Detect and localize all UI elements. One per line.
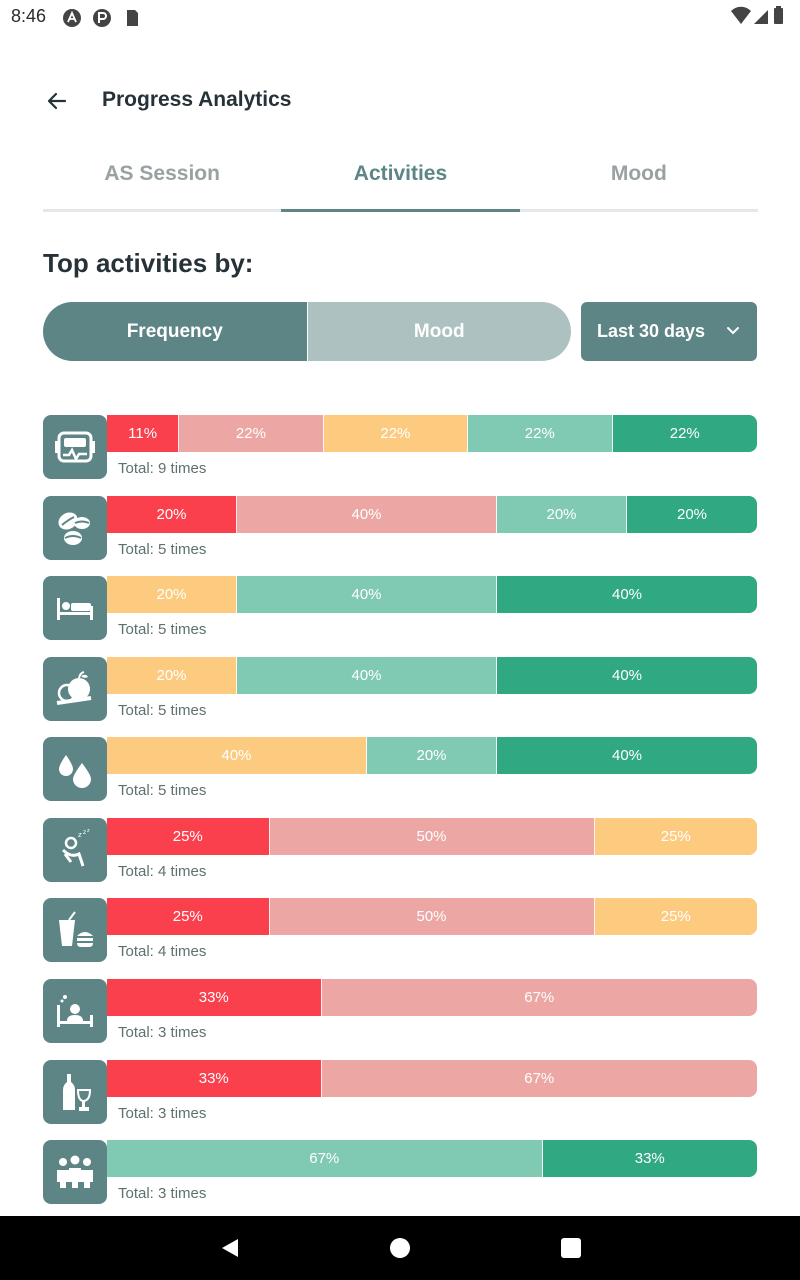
mood-segment-awful: 33% [107, 979, 322, 1016]
activity-total: Total: 3 times [118, 1024, 207, 1041]
fitness-tracker-icon [43, 415, 107, 479]
activity-total: Total: 5 times [118, 782, 207, 799]
status-bar: 8:46 [0, 0, 800, 34]
mood-segment-meh: 25% [594, 898, 757, 935]
mood-segment-meh: 20% [107, 657, 237, 694]
sd-card-icon [127, 10, 138, 26]
mood-distribution-bar: 25% 50% 25% [107, 818, 757, 855]
tab-bar: AS Session Activities Mood [43, 148, 758, 212]
mood-segment-bad: 50% [269, 898, 595, 935]
mood-segment-good: 20% [367, 737, 497, 774]
activity-row[interactable]: 33% 67% Total: 3 times [43, 1060, 757, 1124]
system-nav-bar [0, 1216, 800, 1280]
svg-text:z: z [78, 831, 82, 839]
alcohol-icon [43, 1060, 107, 1124]
status-time: 8:46 [11, 6, 47, 26]
coffee-beans-icon [43, 496, 107, 560]
mood-toggle-button[interactable]: Mood [307, 302, 571, 361]
mood-distribution-bar: 40% 20% 40% [107, 737, 757, 774]
activity-row[interactable]: 20% 40% 40% Total: 5 times [43, 576, 757, 640]
activity-row[interactable]: 33% 67% Total: 3 times [43, 979, 757, 1043]
activity-total: Total: 5 times [118, 541, 207, 558]
activity-row[interactable]: 20% 40% 40% Total: 5 times [43, 657, 757, 721]
sick-in-bed-icon [43, 979, 107, 1043]
period-dropdown[interactable]: Last 30 days [581, 302, 757, 361]
activity-row[interactable]: 67% 33% Total: 3 times [43, 1140, 757, 1204]
app-notification-icon [93, 9, 111, 27]
mood-segment-bad: 22% [179, 415, 324, 452]
tab-activities[interactable]: Activities [281, 148, 520, 212]
mood-segment-rad: 40% [497, 576, 757, 613]
frequency-toggle-button[interactable]: Frequency [43, 302, 308, 361]
section-title: Top activities by: [43, 248, 254, 278]
mood-distribution-bar: 20% 40% 20% 20% [107, 496, 757, 533]
activity-total: Total: 3 times [118, 1185, 207, 1202]
page-title: Progress Analytics [102, 88, 292, 111]
healthy-food-icon [43, 657, 107, 721]
mood-segment-meh: 25% [594, 818, 757, 855]
mood-segment-rad: 20% [627, 496, 757, 533]
mood-segment-meh: 20% [107, 576, 237, 613]
mood-segment-bad: 50% [269, 818, 595, 855]
mood-distribution-bar: 11% 22% 22% 22% 22% [107, 415, 757, 452]
activity-row[interactable]: 11% 22% 22% 22% 22% Total: 9 times [43, 415, 757, 479]
activity-total: Total: 5 times [118, 621, 207, 638]
mood-segment-bad: 67% [321, 979, 757, 1016]
app-notification-icon [63, 9, 81, 27]
mood-segment-bad: 67% [321, 1060, 757, 1097]
arrow-left-icon [47, 92, 67, 110]
activity-total: Total: 4 times [118, 863, 207, 880]
mood-segment-awful: 33% [107, 1060, 322, 1097]
activity-row[interactable]: 25% 50% 25% Total: 4 times [43, 898, 757, 962]
mood-segment-rad: 33% [542, 1140, 757, 1177]
mood-segment-awful: 20% [107, 496, 237, 533]
mood-distribution-bar: 20% 40% 40% [107, 576, 757, 613]
mood-segment-good: 40% [237, 657, 497, 694]
svg-text:z: z [87, 828, 90, 834]
mood-distribution-bar: 20% 40% 40% [107, 657, 757, 694]
activity-row[interactable]: 20% 40% 20% 20% Total: 5 times [43, 496, 757, 560]
friends-icon [43, 1140, 107, 1204]
back-icon[interactable] [218, 1236, 242, 1260]
mood-segment-awful: 25% [107, 818, 270, 855]
back-button[interactable] [38, 82, 76, 120]
mood-segment-bad: 40% [237, 496, 497, 533]
tab-as-session[interactable]: AS Session [104, 162, 220, 185]
mood-segment-awful: 11% [107, 415, 180, 452]
sort-toggle: Frequency Mood [43, 302, 571, 361]
chevron-down-icon [727, 327, 739, 335]
home-icon[interactable] [388, 1236, 412, 1260]
mood-segment-rad: 22% [612, 415, 757, 452]
mood-distribution-bar: 67% 33% [107, 1140, 757, 1177]
period-dropdown-value: Last 30 days [597, 321, 706, 341]
mood-segment-good: 40% [237, 576, 497, 613]
mood-segment-meh: 40% [107, 737, 367, 774]
mood-segment-meh: 22% [323, 415, 469, 452]
water-drop-icon [43, 737, 107, 801]
activity-total: Total: 9 times [118, 460, 207, 477]
svg-text:z: z [83, 829, 86, 836]
mood-segment-good: 22% [468, 415, 613, 452]
mood-segment-good: 67% [107, 1140, 543, 1177]
mood-segment-awful: 25% [107, 898, 270, 935]
recents-icon[interactable] [559, 1236, 583, 1260]
activity-row[interactable]: 40% 20% 40% Total: 5 times [43, 737, 757, 801]
bed-icon [43, 576, 107, 640]
tab-mood[interactable]: Mood [610, 162, 667, 185]
fast-food-icon [43, 898, 107, 962]
mood-distribution-bar: 25% 50% 25% [107, 898, 757, 935]
wifi-signal-battery-icon [731, 6, 783, 24]
activity-total: Total: 4 times [118, 943, 207, 960]
mood-distribution-bar: 33% 67% [107, 1060, 757, 1097]
mood-segment-rad: 40% [497, 737, 757, 774]
mood-segment-rad: 40% [497, 657, 757, 694]
mood-segment-good: 20% [497, 496, 627, 533]
activity-total: Total: 3 times [118, 1105, 207, 1122]
activity-total: Total: 5 times [118, 702, 207, 719]
mood-distribution-bar: 33% 67% [107, 979, 757, 1016]
